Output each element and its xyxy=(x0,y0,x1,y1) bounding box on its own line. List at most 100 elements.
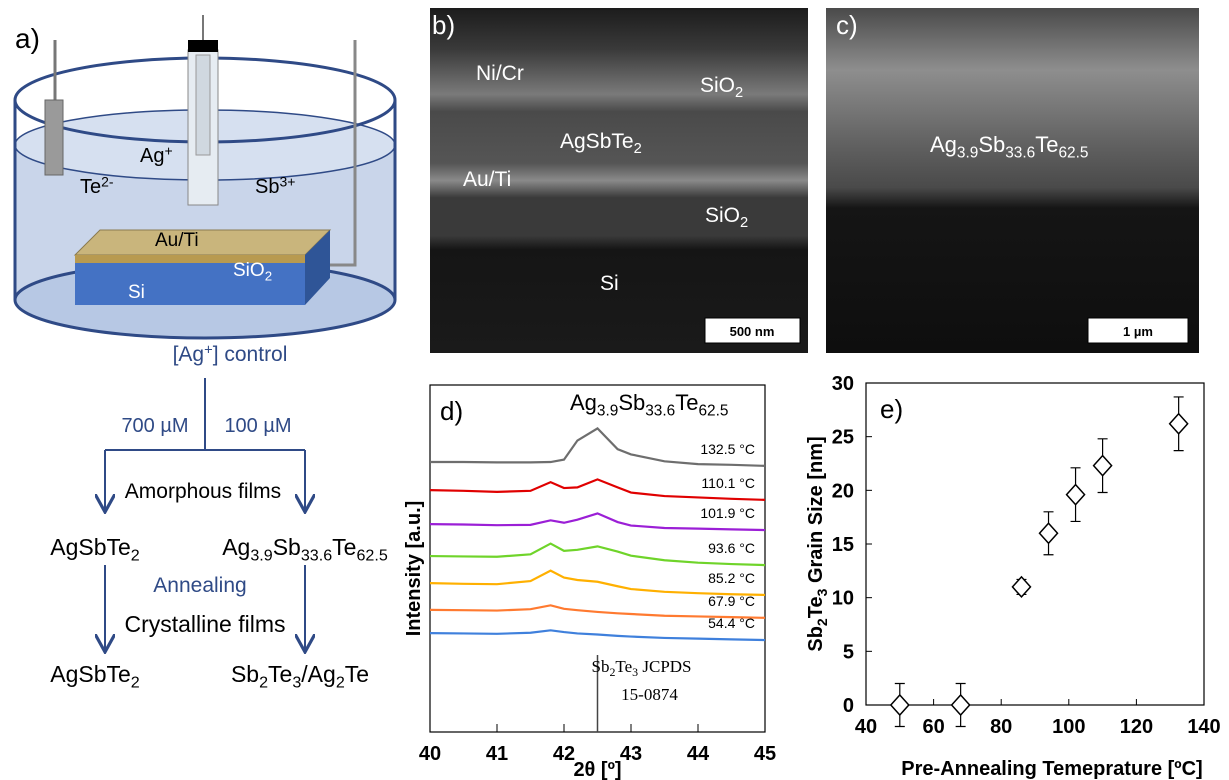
text-part: [Ag xyxy=(173,343,205,366)
x-tick-label: 44 xyxy=(687,743,710,765)
y-tick-label: 5 xyxy=(843,641,854,663)
data-point xyxy=(952,695,970,715)
text-part: + xyxy=(204,342,213,358)
plot-frame xyxy=(866,383,1204,705)
chart-title: Ag3.9Sb33.6Te62.5 xyxy=(570,390,728,419)
y-tick-label: 25 xyxy=(832,427,854,449)
flow-text: Amorphous films xyxy=(125,480,281,503)
text-part: Te xyxy=(675,390,698,415)
text-part: ] control xyxy=(213,343,288,366)
text-part: Sb xyxy=(805,626,827,652)
text-part: Si xyxy=(600,272,619,295)
layer-label: Ni/Cr xyxy=(476,62,524,85)
flow-text: [Ag+] control xyxy=(173,342,288,366)
data-point xyxy=(1012,577,1030,597)
text-part: Grain Size [nm] xyxy=(805,436,827,588)
text-part: 2 xyxy=(634,141,642,157)
text-part: /Ag xyxy=(301,661,336,687)
layer-label: Si xyxy=(128,282,145,303)
text-part: 2 xyxy=(735,85,743,101)
layer-label: Au/Ti xyxy=(463,168,511,191)
y-tick-label: 20 xyxy=(832,480,854,502)
y-tick-label: 30 xyxy=(832,373,854,395)
reference-label: 15-0874 xyxy=(621,685,678,704)
layer-label: Si xyxy=(600,272,619,295)
curve-label: 54.4 °C xyxy=(708,615,755,631)
text-part: SiO xyxy=(705,204,740,227)
text-part: Ni/Cr xyxy=(476,62,524,85)
text-part: 3 xyxy=(814,588,830,596)
text-part: 2 xyxy=(814,618,830,626)
scale-label: 1 µm xyxy=(1123,324,1153,339)
text-part: 33.6 xyxy=(645,402,675,419)
x-tick-label: 45 xyxy=(754,743,776,765)
x-tick-label: 60 xyxy=(922,716,944,738)
x-tick-label: 120 xyxy=(1120,716,1153,738)
text-part: 3.9 xyxy=(597,402,618,419)
text-part: Te xyxy=(80,176,101,198)
flow-text: Sb2Te3/Ag2Te xyxy=(231,661,369,692)
text-part: 2 xyxy=(259,674,268,692)
panel-label: b) xyxy=(432,10,455,40)
x-tick-label: 40 xyxy=(419,743,441,765)
y-tick-label: 10 xyxy=(832,588,854,610)
data-point xyxy=(891,695,909,715)
flow-text: 700 µM xyxy=(121,415,188,437)
text-part: Ag xyxy=(570,390,597,415)
text-part: SiO xyxy=(233,260,265,281)
text-part: SiO xyxy=(700,74,735,97)
text-part: + xyxy=(164,143,172,159)
text-part: 3+ xyxy=(279,174,295,190)
x-tick-label: 80 xyxy=(990,716,1012,738)
y-axis-label: Sb2Te3 Grain Size [nm] xyxy=(805,436,830,651)
curve-label: 110.1 °C xyxy=(701,475,755,491)
curve-label: 67.9 °C xyxy=(708,593,755,609)
text-part: Te xyxy=(1035,132,1058,157)
xrd-curve xyxy=(430,630,765,640)
panel-label: c) xyxy=(836,10,858,40)
text-part: 2 xyxy=(336,674,345,692)
x-tick-label: 43 xyxy=(620,743,642,765)
text-part: 2 xyxy=(131,674,140,692)
panel-label: d) xyxy=(440,396,463,426)
curve-label: 132.5 °C xyxy=(700,441,755,457)
data-point xyxy=(1040,523,1058,543)
text-part: 3.9 xyxy=(957,144,978,161)
data-point xyxy=(1170,414,1188,434)
x-axis-label: 2θ [º] xyxy=(573,759,621,780)
text-part: Ag xyxy=(930,132,957,157)
y-tick-label: 0 xyxy=(843,695,854,717)
flow-text: Annealing xyxy=(153,574,246,597)
text-part: Te xyxy=(345,661,369,687)
flow-text: AgSbTe2 xyxy=(50,534,140,565)
page: a) b) c) 500 nm 1 µm 700 µM 100 µM Amorp… xyxy=(0,0,1229,780)
text-part: 2 xyxy=(265,269,272,284)
panel-label: e) xyxy=(880,394,903,424)
text-part: 62.5 xyxy=(698,402,728,419)
curve-label: 85.2 °C xyxy=(708,570,755,586)
y-tick-label: 15 xyxy=(832,534,854,556)
text-part: Te xyxy=(268,661,292,687)
text-part: Te xyxy=(805,596,827,618)
text-part: 33.6 xyxy=(1005,144,1035,161)
data-point xyxy=(1067,485,1085,505)
curve-label: 101.9 °C xyxy=(700,505,755,521)
figure: a) b) c) 500 nm 1 µm 700 µM 100 µM Amorp… xyxy=(0,0,1229,780)
text-part: 62.5 xyxy=(1058,144,1088,161)
curve-label: 93.6 °C xyxy=(708,540,755,556)
text-part: 62.5 xyxy=(356,547,387,565)
reference-label: Sb2Te3 JCPDS xyxy=(592,657,692,679)
x-tick-label: 41 xyxy=(486,743,508,765)
flow-text: Ag3.9Sb33.6Te62.5 xyxy=(222,534,388,565)
text-part: Au/Ti xyxy=(463,168,511,191)
text-part: 2 xyxy=(131,547,140,565)
layer-label: Au/Ti xyxy=(155,230,199,251)
text-part: Te xyxy=(332,534,356,560)
text-part: AgSbTe xyxy=(50,661,131,687)
data-point xyxy=(1094,456,1112,476)
sem-image-c xyxy=(826,8,1199,353)
flow-text: 100 µM xyxy=(224,415,291,437)
x-axis-label: Pre-Annealing Temeprature [ºC] xyxy=(901,758,1202,780)
text-part: AgSbTe xyxy=(50,534,131,560)
text-part: Sb xyxy=(231,661,259,687)
